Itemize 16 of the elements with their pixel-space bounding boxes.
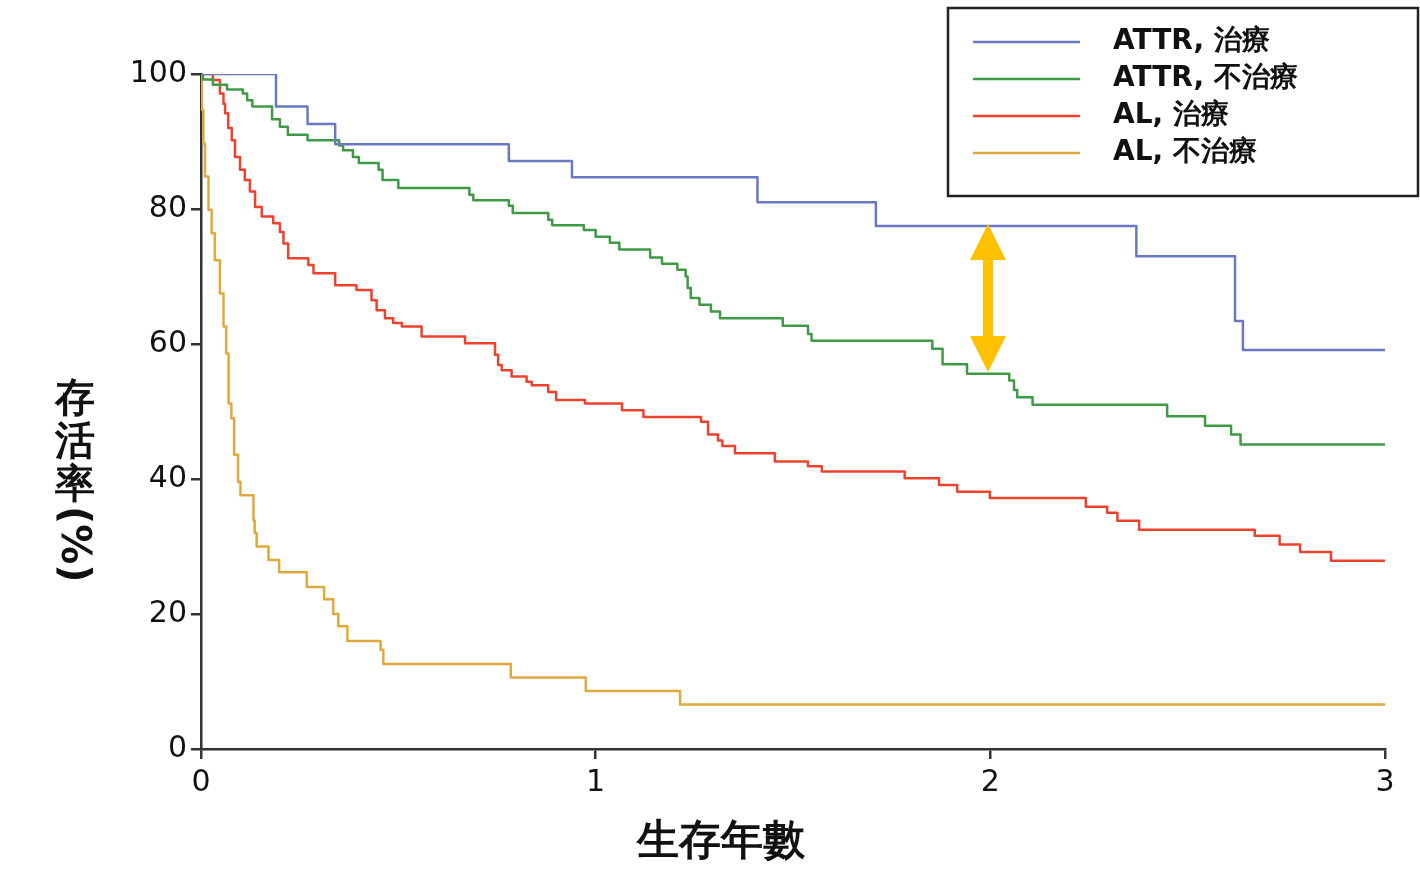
y-tick-label: 80 (148, 188, 187, 224)
legend-label: ATTR, 治療 (1113, 23, 1270, 57)
legend-label: AL, 不治療 (1113, 134, 1257, 168)
y-tick-label: 60 (148, 323, 187, 359)
y-tick-label: 20 (148, 593, 187, 629)
legend-label: AL, 治療 (1113, 97, 1229, 131)
y-tick-label: 100 (129, 53, 187, 89)
x-tick-label: 0 (191, 762, 211, 798)
x-axis-title: 生存年數 (635, 814, 806, 866)
x-tick-label: 1 (586, 762, 606, 798)
x-tick-label: 2 (980, 762, 1000, 798)
legend-label: ATTR, 不治療 (1113, 60, 1298, 94)
y-tick-label: 40 (148, 458, 187, 494)
y-axis-title: 存活率(%) (52, 374, 99, 583)
y-tick-label: 0 (167, 728, 187, 764)
x-tick-label: 3 (1375, 762, 1395, 798)
